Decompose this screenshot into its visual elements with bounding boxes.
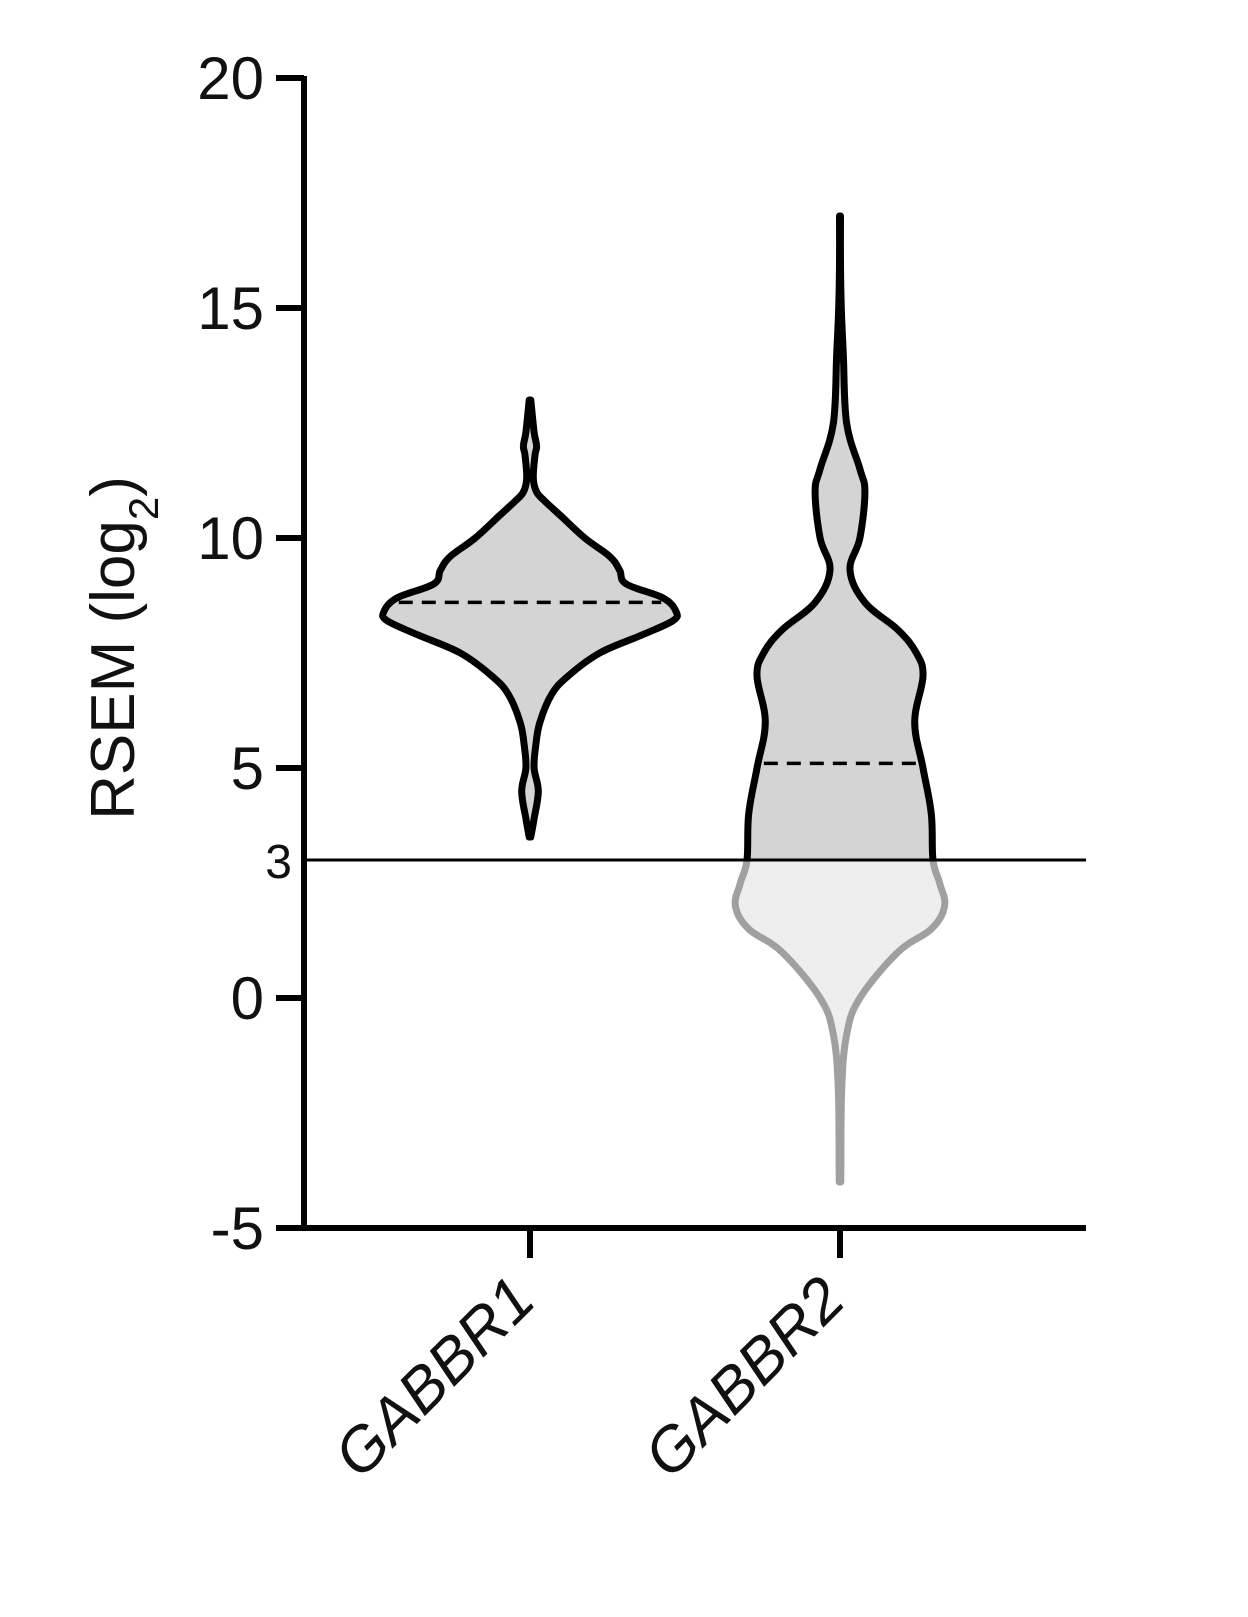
y-tick-label-10: 10: [197, 505, 264, 572]
violin-gabbr2-above-threshold: [743, 212, 937, 860]
labels-layer: 20 15 10 5 0 -5 3 GABBR1 GABBR2 RSEM (log2): [79, 45, 858, 1491]
y-tick-label-0: 0: [231, 965, 264, 1032]
violin-gabbr1-body: [379, 396, 681, 841]
violin-gabbr1: [379, 396, 681, 841]
y-axis-title: RSEM (log2): [79, 476, 167, 820]
y-tick-label--5: -5: [211, 1195, 264, 1262]
y-axis-title-main: RSEM (log: [79, 520, 148, 820]
x-category-label-gabbr2: GABBR2: [631, 1264, 858, 1491]
violins-layer: [379, 212, 949, 1186]
y-axis-title-close: ): [79, 476, 148, 497]
y-axis-title-subscript: 2: [120, 497, 167, 520]
axes-layer: [276, 75, 1086, 1258]
violin-gabbr2: [731, 212, 949, 1186]
y-tick-label-20: 20: [197, 45, 264, 112]
y-tick-label-5: 5: [231, 735, 264, 802]
y-tick-label-15: 15: [197, 275, 264, 342]
x-category-label-gabbr1: GABBR1: [321, 1264, 548, 1491]
threshold-tick-label: 3: [265, 836, 292, 889]
